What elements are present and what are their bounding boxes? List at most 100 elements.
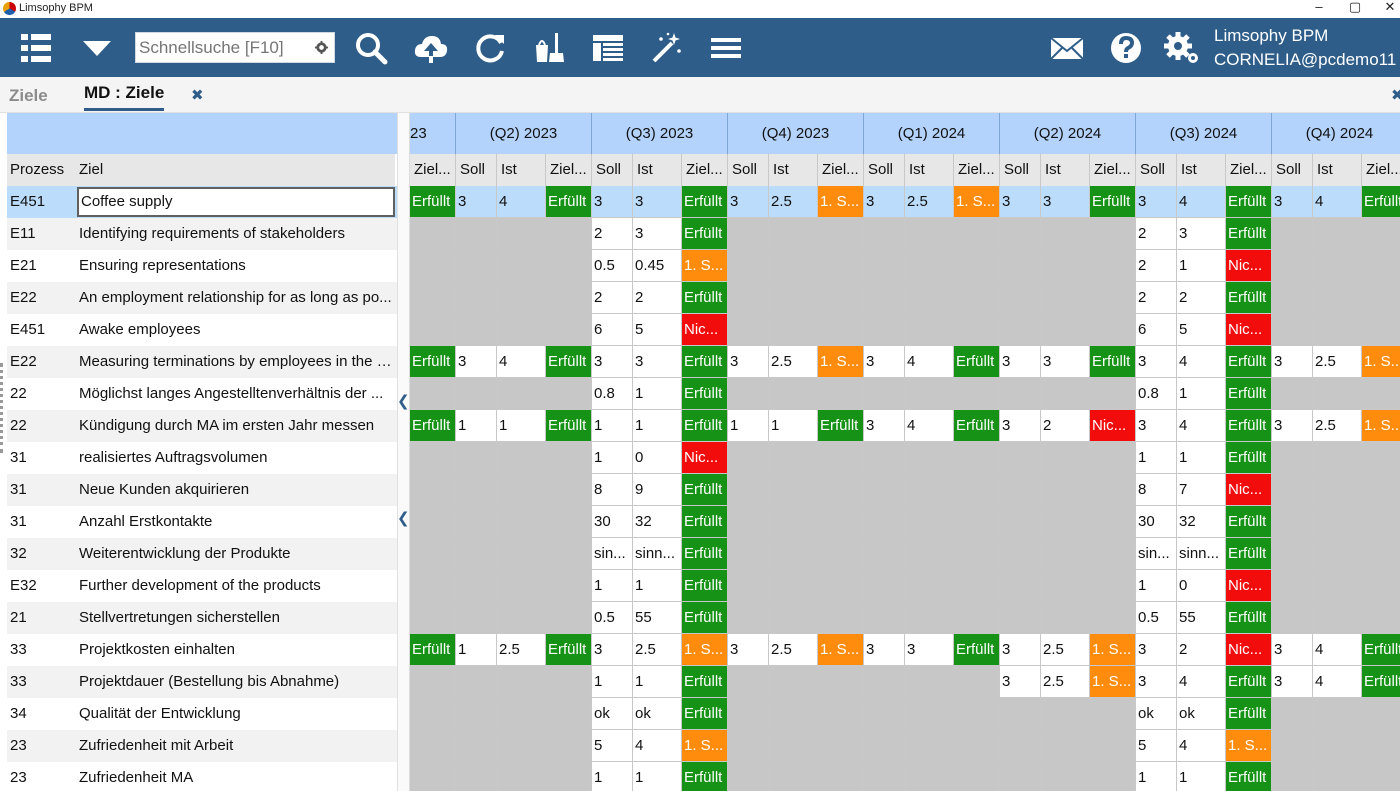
value-cell[interactable]	[905, 442, 954, 474]
value-cell[interactable]	[1313, 730, 1362, 762]
value-cell[interactable]: 0	[633, 442, 682, 474]
prozess-cell[interactable]: E22	[10, 353, 37, 370]
status-cell[interactable]: 1. S...	[1362, 346, 1400, 378]
value-cell[interactable]	[1362, 442, 1400, 474]
value-cell[interactable]: 1	[728, 410, 769, 442]
value-cell[interactable]: 2.5	[497, 634, 546, 666]
value-cell[interactable]: ok	[1136, 698, 1177, 730]
status-cell[interactable]: Erfüllt	[682, 538, 728, 570]
minimize-button[interactable]: –	[1315, 0, 1323, 14]
value-cell[interactable]	[1000, 282, 1041, 314]
table-row[interactable]: E21 Ensuring representations	[7, 250, 397, 282]
value-cell[interactable]	[1362, 218, 1400, 250]
value-cell[interactable]	[864, 378, 905, 410]
value-cell[interactable]: 2.5	[633, 634, 682, 666]
value-cell[interactable]: 1	[592, 666, 633, 698]
value-cell[interactable]: 32	[633, 506, 682, 538]
value-cell[interactable]: 1	[456, 410, 497, 442]
status-cell[interactable]: Erfüllt	[682, 474, 728, 506]
table-row[interactable]: 23 Zufriedenheit MA	[7, 762, 397, 791]
value-cell[interactable]	[905, 282, 954, 314]
value-cell[interactable]: 5	[633, 314, 682, 346]
value-cell[interactable]	[410, 538, 456, 570]
tab-md-ziele[interactable]: MD : Ziele	[84, 83, 165, 111]
value-cell[interactable]	[818, 762, 864, 791]
status-cell[interactable]: 1. S...	[682, 730, 728, 762]
value-cell[interactable]: 1	[1136, 442, 1177, 474]
value-cell[interactable]	[818, 698, 864, 730]
table-row[interactable]: 22 Kündigung durch MA im ersten Jahr mess…	[7, 410, 397, 442]
value-cell[interactable]	[818, 474, 864, 506]
value-cell[interactable]: 0.5	[1136, 602, 1177, 634]
value-cell[interactable]	[818, 282, 864, 314]
column-subheader[interactable]: Ziel...	[1090, 154, 1136, 186]
value-cell[interactable]: 0	[1177, 570, 1226, 602]
value-cell[interactable]	[456, 442, 497, 474]
value-cell[interactable]	[1272, 538, 1313, 570]
value-cell[interactable]	[1041, 474, 1090, 506]
value-cell[interactable]	[864, 314, 905, 346]
settings-icon[interactable]	[1163, 29, 1201, 67]
value-cell[interactable]: 1	[456, 634, 497, 666]
value-cell[interactable]	[497, 698, 546, 730]
value-cell[interactable]: 0.5	[592, 602, 633, 634]
value-cell[interactable]	[954, 762, 1000, 791]
ziel-cell[interactable]: Further development of the products	[79, 577, 321, 594]
value-cell[interactable]	[1090, 442, 1136, 474]
search-options-icon[interactable]	[314, 40, 329, 55]
status-cell[interactable]: Nic...	[1226, 314, 1272, 346]
value-cell[interactable]	[1362, 602, 1400, 634]
value-cell[interactable]	[954, 250, 1000, 282]
column-subheader[interactable]: Soll	[864, 154, 905, 186]
value-cell[interactable]: 1	[592, 762, 633, 791]
value-cell[interactable]: ok	[592, 698, 633, 730]
value-cell[interactable]: 2.5	[905, 186, 954, 218]
value-cell[interactable]: 3	[1272, 410, 1313, 442]
value-cell[interactable]	[1272, 506, 1313, 538]
status-cell[interactable]: Erfüllt	[1226, 698, 1272, 730]
magic-wand-icon[interactable]	[648, 29, 686, 67]
value-cell[interactable]	[1313, 538, 1362, 570]
status-cell[interactable]: Erfüllt	[682, 378, 728, 410]
value-cell[interactable]: 9	[633, 474, 682, 506]
value-cell[interactable]	[410, 314, 456, 346]
value-cell[interactable]	[497, 218, 546, 250]
value-cell[interactable]	[456, 506, 497, 538]
value-cell[interactable]: 3	[864, 410, 905, 442]
value-cell[interactable]	[1272, 698, 1313, 730]
value-cell[interactable]	[864, 250, 905, 282]
value-cell[interactable]	[497, 666, 546, 698]
value-cell[interactable]	[769, 762, 818, 791]
value-cell[interactable]	[456, 698, 497, 730]
value-cell[interactable]	[864, 474, 905, 506]
status-cell[interactable]: Erfüllt	[1226, 538, 1272, 570]
value-cell[interactable]: sinn...	[633, 538, 682, 570]
value-cell[interactable]	[1041, 250, 1090, 282]
value-cell[interactable]	[954, 506, 1000, 538]
value-cell[interactable]	[410, 762, 456, 791]
ziel-cell[interactable]: Zufriedenheit mit Arbeit	[79, 737, 234, 754]
value-cell[interactable]: 4	[1313, 186, 1362, 218]
value-cell[interactable]	[905, 378, 954, 410]
value-cell[interactable]	[1313, 602, 1362, 634]
value-cell[interactable]: 3	[1041, 186, 1090, 218]
table-row[interactable]: E22 Measuring terminations by employees i…	[7, 346, 397, 378]
column-subheader[interactable]: Ziel...	[410, 154, 456, 186]
value-cell[interactable]	[769, 730, 818, 762]
column-subheader[interactable]: Ziel...	[546, 154, 592, 186]
value-cell[interactable]: 0.45	[633, 250, 682, 282]
value-cell[interactable]	[1000, 730, 1041, 762]
value-cell[interactable]: 3	[1136, 410, 1177, 442]
value-cell[interactable]	[1090, 602, 1136, 634]
value-cell[interactable]: 3	[864, 634, 905, 666]
status-cell[interactable]: Nic...	[1226, 474, 1272, 506]
prozess-cell[interactable]: 34	[10, 705, 27, 722]
column-subheader[interactable]: Ziel...	[1226, 154, 1272, 186]
prozess-cell[interactable]: E21	[10, 257, 37, 274]
value-cell[interactable]	[1362, 378, 1400, 410]
value-cell[interactable]	[410, 282, 456, 314]
value-cell[interactable]: 3	[592, 346, 633, 378]
value-cell[interactable]	[769, 282, 818, 314]
value-cell[interactable]: 3	[1041, 346, 1090, 378]
value-cell[interactable]: 1	[1177, 762, 1226, 791]
